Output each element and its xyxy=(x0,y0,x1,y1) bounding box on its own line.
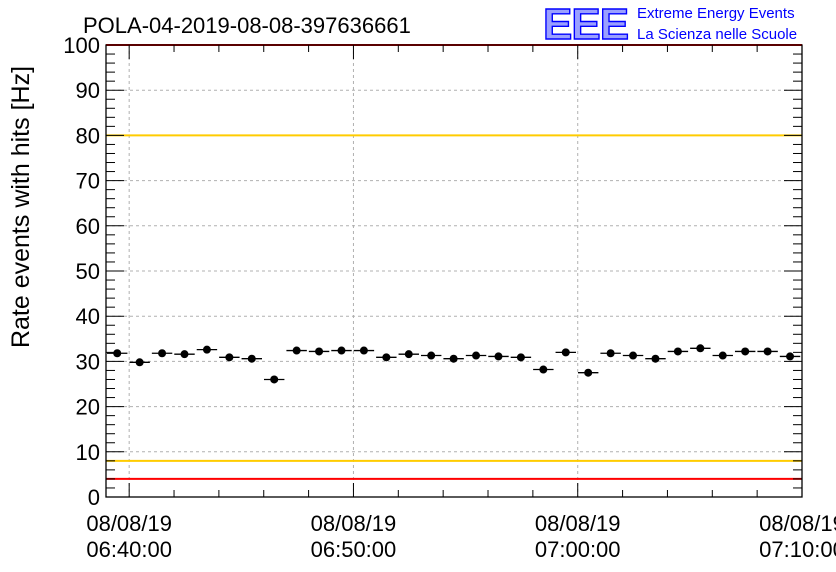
data-point xyxy=(315,347,324,356)
y-tick-label: 100 xyxy=(63,33,100,58)
data-point xyxy=(561,348,570,357)
data-point xyxy=(516,353,525,362)
data-point xyxy=(494,352,503,361)
reference-lines xyxy=(106,44,802,480)
y-tick-label: 0 xyxy=(88,485,100,510)
y-tick-label: 40 xyxy=(76,304,100,329)
data-point xyxy=(135,358,144,367)
x-tick-label-date: 08/08/19 xyxy=(535,511,621,536)
data-points xyxy=(107,344,801,384)
chart-title: POLA-04-2019-08-08-397636661 xyxy=(83,13,411,38)
data-point xyxy=(584,368,593,377)
x-tick-label-date: 08/08/19 xyxy=(311,511,397,536)
data-point xyxy=(292,346,301,355)
x-tick-label-time: 07:10:00 xyxy=(759,537,836,562)
data-point xyxy=(427,351,436,360)
y-tick-label: 10 xyxy=(76,440,100,465)
y-tick-labels: 0 10 20 30 40 50 60 70 80 90 100 xyxy=(63,33,100,510)
logo-mark: EEE xyxy=(543,0,628,49)
data-point xyxy=(180,350,189,359)
logo-line-1: Extreme Energy Events xyxy=(637,5,795,22)
data-point xyxy=(718,351,727,360)
plot-frame xyxy=(105,44,803,498)
data-point xyxy=(158,349,167,358)
y-tick-label: 80 xyxy=(76,123,100,148)
y-tick-label: 20 xyxy=(76,395,100,420)
data-point xyxy=(741,347,750,356)
x-tick-label-date: 08/08/19 xyxy=(759,511,836,536)
y-tick-label: 30 xyxy=(76,349,100,374)
grid-lines xyxy=(106,45,802,497)
y-tick-label: 60 xyxy=(76,214,100,239)
data-point xyxy=(472,351,481,360)
data-point xyxy=(382,353,391,362)
data-point xyxy=(337,346,346,355)
y-tick-label: 90 xyxy=(76,78,100,103)
data-point xyxy=(404,350,413,359)
data-point xyxy=(225,353,234,362)
data-point xyxy=(359,346,368,355)
x-tick-label-date: 08/08/19 xyxy=(86,511,172,536)
data-point xyxy=(449,354,458,363)
data-point xyxy=(247,354,256,363)
eee-logo: EEE Extreme Energy Events La Scienza nel… xyxy=(542,0,797,50)
y-axis-title: Rate events with hits [Hz] xyxy=(7,66,35,348)
x-tick-label-time: 06:50:00 xyxy=(311,537,397,562)
data-point xyxy=(763,347,772,356)
logo-line-2: La Scienza nelle Scuole xyxy=(637,26,797,43)
x-tick-label-time: 07:00:00 xyxy=(535,537,621,562)
y-tick-label: 50 xyxy=(76,259,100,284)
y-tick-label: 70 xyxy=(76,169,100,194)
x-tick-labels: 08/08/1906:40:0008/08/1906:50:0008/08/19… xyxy=(86,511,836,562)
data-point xyxy=(629,351,638,360)
data-point xyxy=(606,349,615,358)
x-tick-label-time: 06:40:00 xyxy=(86,537,172,562)
data-point xyxy=(202,345,211,354)
data-point xyxy=(673,347,682,356)
data-point xyxy=(651,354,660,363)
data-point xyxy=(696,344,705,353)
data-point xyxy=(786,352,795,361)
data-point xyxy=(539,365,548,374)
data-point xyxy=(113,349,122,358)
data-point xyxy=(270,375,279,384)
